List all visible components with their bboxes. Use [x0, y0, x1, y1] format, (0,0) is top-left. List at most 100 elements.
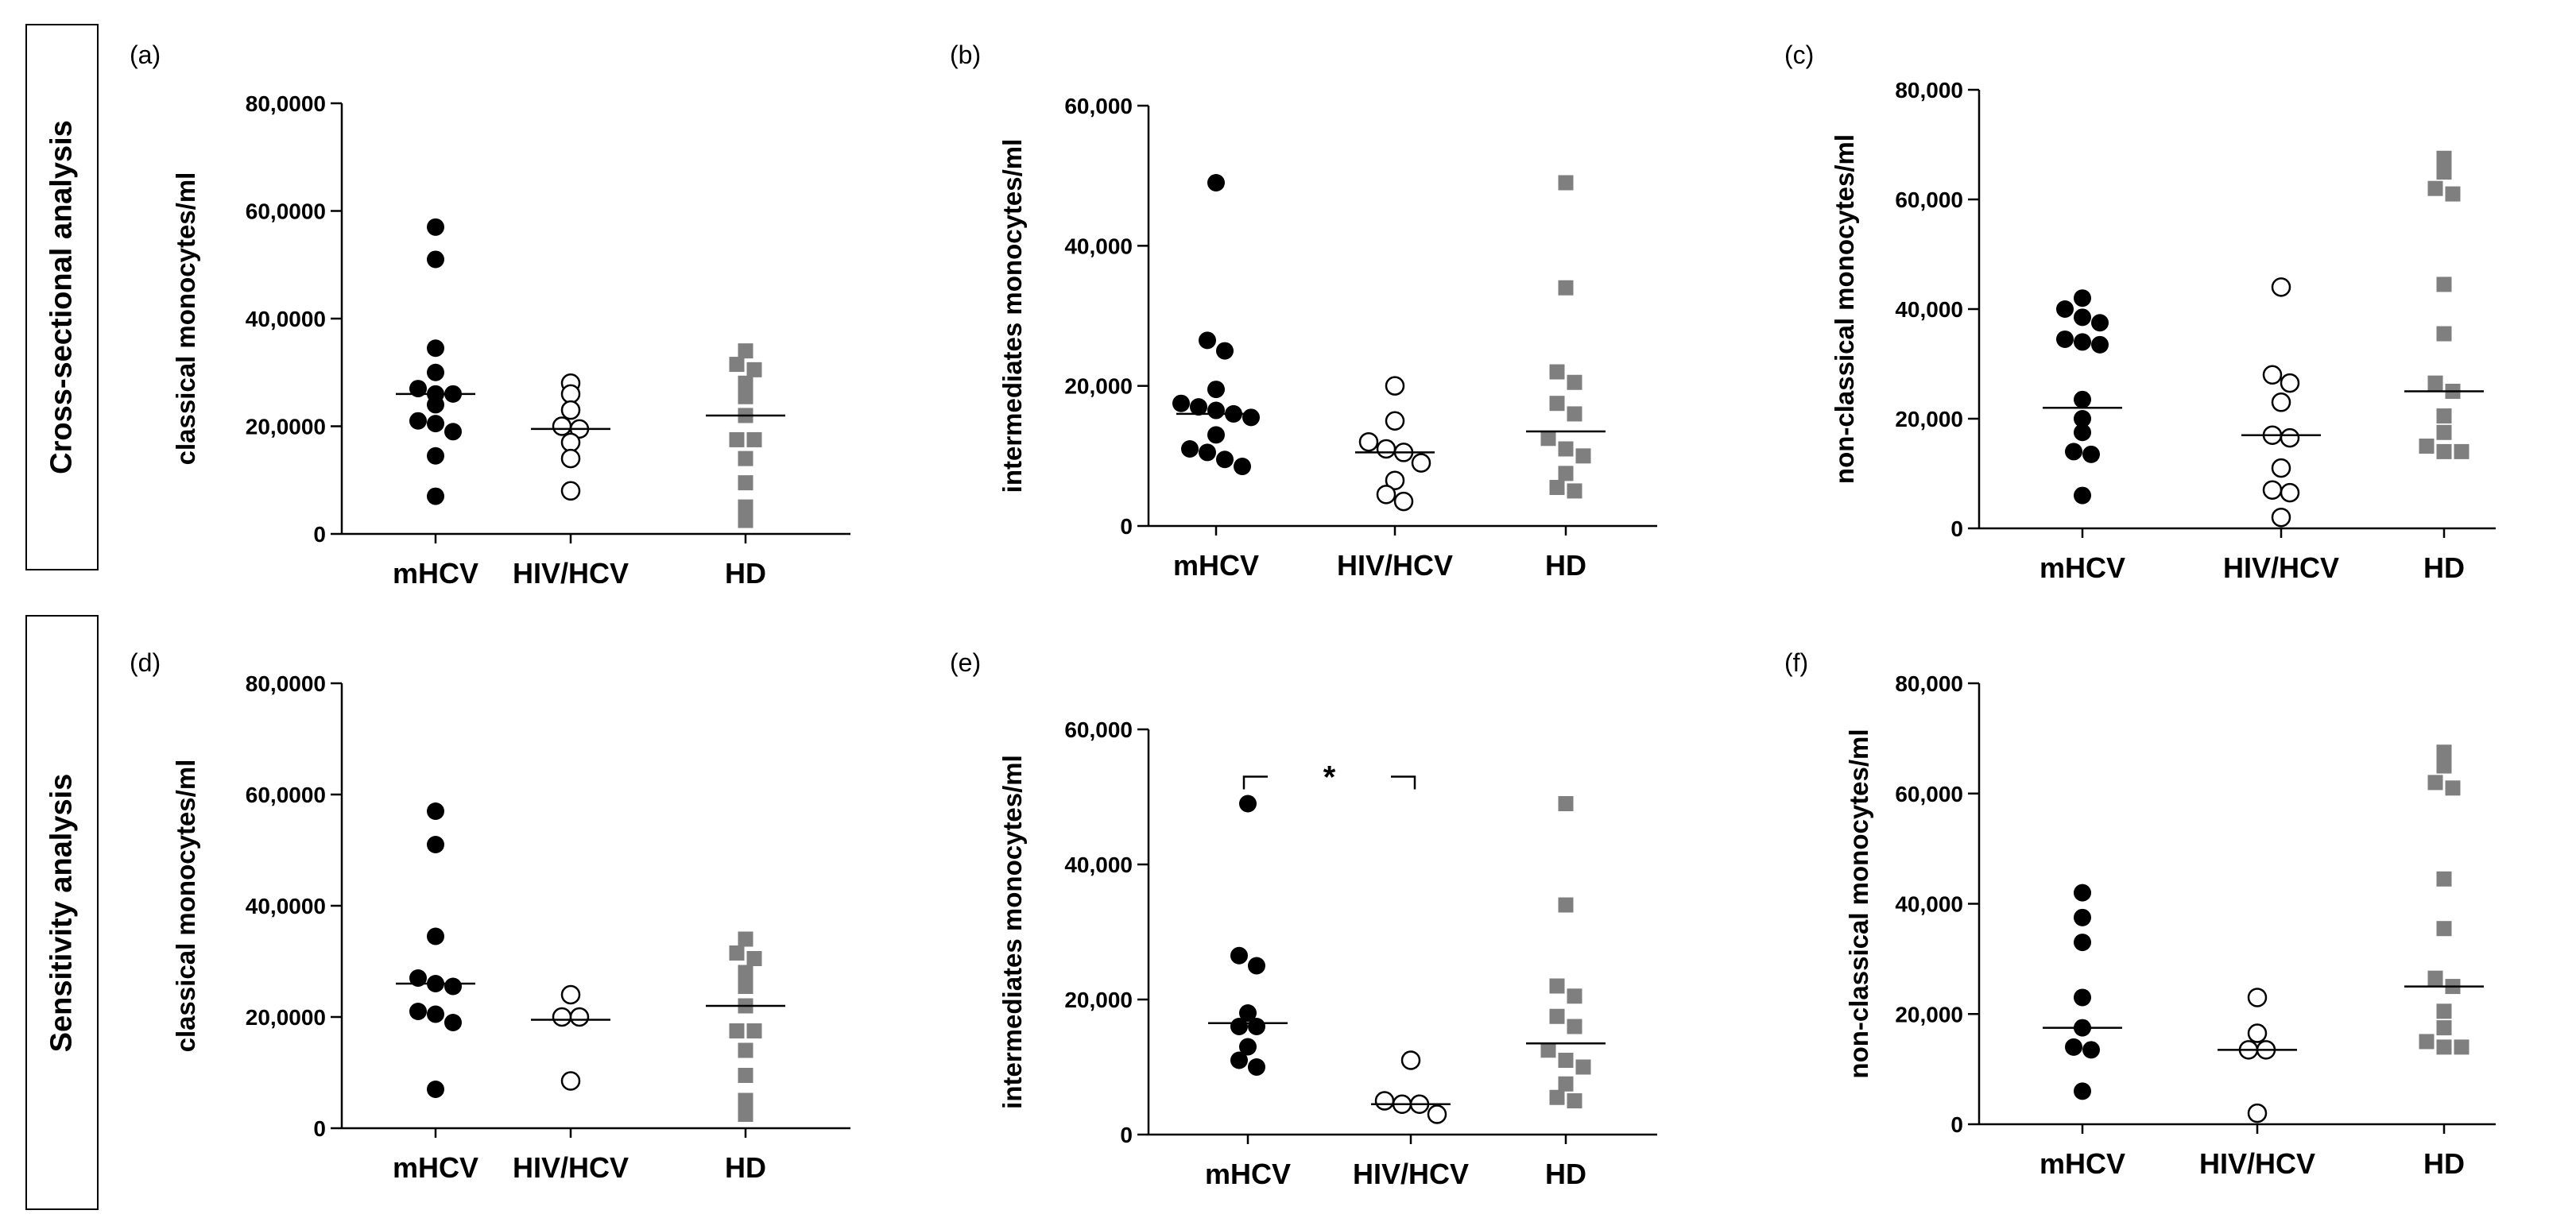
- x-category-label: HD: [2423, 1147, 2465, 1180]
- point-mhcv: [427, 396, 444, 414]
- point-hd: [738, 475, 753, 491]
- point-hd: [1567, 406, 1582, 422]
- point-mhcv: [1239, 1038, 1257, 1056]
- x-category-label: mHCV: [1173, 549, 1259, 582]
- point-hiv-hcv: [560, 432, 581, 453]
- point-mhcv: [427, 1081, 444, 1098]
- x-category-label: HD: [725, 1151, 766, 1184]
- point-hd: [1549, 1008, 1565, 1024]
- point-hd: [2427, 180, 2443, 196]
- point-hd: [2454, 443, 2469, 459]
- point-mhcv: [2074, 908, 2091, 926]
- point-hiv-hcv: [560, 448, 581, 469]
- point-mhcv: [409, 412, 427, 430]
- point-hd: [1549, 364, 1565, 380]
- point-hd: [2436, 443, 2452, 459]
- point-hd: [738, 1092, 753, 1108]
- point-hiv-hcv: [2262, 480, 2283, 500]
- y-tick-label: 40,0000: [246, 307, 326, 331]
- y-tick-label: 80,000: [1895, 78, 1963, 102]
- point-mhcv: [1216, 342, 1234, 360]
- point-hd: [746, 951, 762, 966]
- point-hd: [738, 512, 753, 528]
- point-hiv-hcv: [1376, 485, 1396, 505]
- panel-a: (a) 0 20,0000 40,0000 60,0000 80,0000 mHCV HIV/…: [130, 41, 850, 590]
- row-label-cross-sectional: Cross-sectional analysis: [25, 24, 99, 570]
- point-mhcv: [427, 802, 444, 820]
- point-hd: [1567, 483, 1582, 499]
- x-category-label: HIV/HCV: [2199, 1147, 2315, 1180]
- point-mhcv: [1216, 450, 1234, 469]
- point-hd: [1558, 175, 1574, 191]
- point-hiv-hcv: [560, 481, 581, 501]
- y-tick-label: 0: [1950, 1112, 1963, 1137]
- point-hiv-hcv: [2280, 373, 2300, 393]
- point-mhcv: [409, 969, 427, 987]
- point-hiv-hcv: [2271, 277, 2291, 297]
- point-mhcv: [2091, 314, 2109, 332]
- x-category-label: mHCV: [2039, 1147, 2125, 1180]
- point-hd: [2454, 1039, 2469, 1055]
- point-mhcv: [444, 1014, 462, 1031]
- y-tick-label: 60,000: [1895, 782, 1963, 806]
- x-category-label: HD: [1545, 549, 1586, 582]
- point-mhcv: [2074, 410, 2091, 427]
- point-mhcv: [1190, 398, 1207, 416]
- panel-e: (e) 0 20,000 40,000 60,000 mHCV HIV/HCV HD inter…: [950, 648, 1657, 1190]
- point-hiv-hcv: [1411, 453, 1431, 473]
- point-hiv-hcv: [2262, 365, 2283, 385]
- point-hiv-hcv: [1393, 491, 1414, 512]
- point-mhcv: [1239, 1004, 1257, 1022]
- point-mhcv: [2074, 423, 2091, 442]
- point-hd: [1575, 1059, 1591, 1075]
- point-mhcv: [2065, 443, 2082, 461]
- x-category-label: HIV/HCV: [513, 1151, 629, 1184]
- point-mhcv: [1230, 946, 1248, 965]
- point-hd: [746, 431, 762, 447]
- point-hd: [1567, 1093, 1582, 1108]
- point-hd: [729, 945, 745, 961]
- point-hd: [1558, 1053, 1574, 1068]
- panel-letter: (d): [130, 648, 161, 677]
- y-tick-label: 80,0000: [246, 91, 326, 116]
- point-mhcv: [427, 447, 444, 465]
- point-hiv-hcv: [560, 984, 581, 1005]
- point-mhcv: [444, 977, 462, 996]
- point-hd: [738, 389, 753, 404]
- point-hiv-hcv: [2271, 458, 2291, 478]
- panel-f: (f) 0 20,000 40,000 60,000 80,000 mHCV HIV/HCV H…: [1784, 648, 2496, 1180]
- x-category-label: mHCV: [1205, 1158, 1291, 1190]
- point-hd: [1558, 796, 1574, 811]
- point-hd: [1567, 374, 1582, 390]
- point-hiv-hcv: [2247, 1103, 2268, 1123]
- point-mhcv: [2091, 335, 2109, 354]
- point-mhcv: [2056, 300, 2074, 318]
- point-hd: [1567, 988, 1582, 1004]
- point-hd: [2419, 439, 2435, 454]
- point-hd: [738, 931, 753, 947]
- y-tick-label: 40,000: [1064, 234, 1133, 258]
- x-category-label: HIV/HCV: [1353, 1158, 1469, 1190]
- y-axis-title: intermediates monocytes/ml: [997, 139, 1027, 493]
- panel-letter: (a): [130, 41, 161, 69]
- point-hd: [1558, 441, 1574, 457]
- point-hd: [729, 357, 745, 373]
- point-mhcv: [409, 1003, 427, 1020]
- y-tick-label: 80,000: [1895, 671, 1963, 696]
- point-hd: [2436, 276, 2452, 292]
- point-hiv-hcv: [1358, 431, 1379, 452]
- point-hd: [1540, 1042, 1556, 1058]
- point-mhcv: [1230, 1018, 1248, 1035]
- point-hiv-hcv: [560, 384, 581, 404]
- row-label-sensitivity: Sensitivity analysis: [25, 615, 99, 1210]
- point-hd: [746, 362, 762, 377]
- point-hd: [738, 979, 753, 994]
- point-mhcv: [2082, 1041, 2100, 1059]
- point-mhcv: [427, 250, 444, 269]
- point-hd: [1549, 978, 1565, 994]
- point-hd: [738, 343, 753, 359]
- point-hd: [1549, 480, 1565, 496]
- y-tick-label: 0: [1120, 1123, 1133, 1147]
- point-mhcv: [1248, 1018, 1265, 1035]
- point-mhcv: [1207, 401, 1225, 420]
